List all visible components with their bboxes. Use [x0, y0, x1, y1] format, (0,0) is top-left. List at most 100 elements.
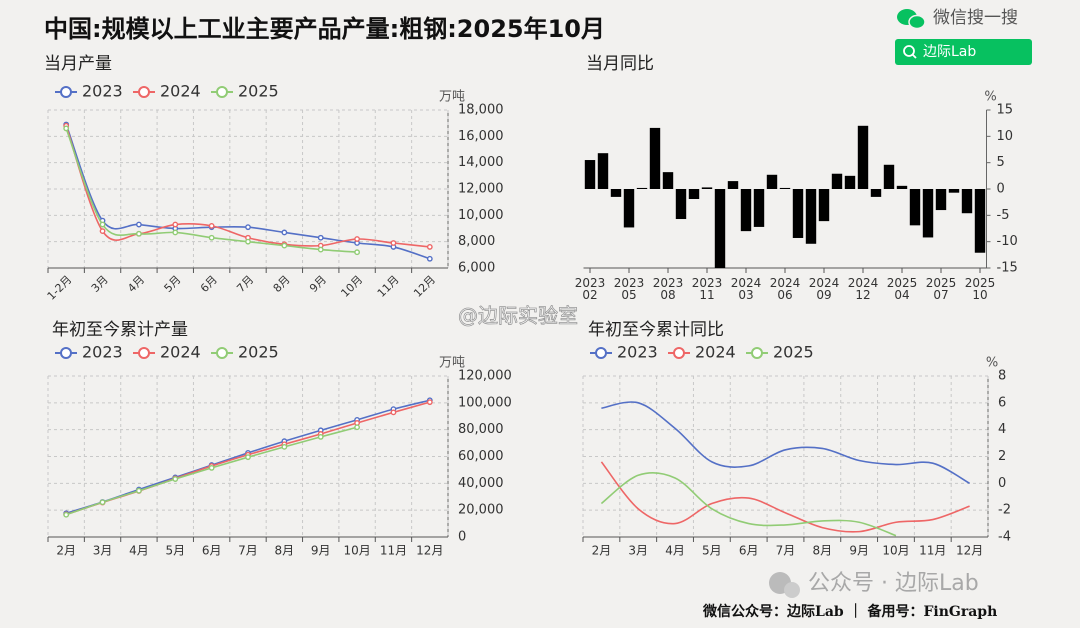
bar: [818, 189, 830, 222]
watermark-icon: [769, 572, 800, 598]
x-tick-label: 8月: [812, 544, 832, 558]
point: [208, 234, 215, 241]
chart-title: 当月同比: [586, 54, 654, 74]
legend-label: 2023: [82, 343, 123, 362]
x-tick-label: 12月: [411, 273, 438, 300]
point: [99, 228, 106, 235]
point: [317, 246, 324, 253]
x-tick-label: 4月: [665, 544, 685, 558]
point: [99, 499, 106, 506]
y-tick-label: -15: [997, 261, 1018, 276]
y-axis-unit: %: [984, 90, 996, 105]
x-tick-label: 10月: [343, 544, 370, 558]
x-tick-label: 6月: [198, 273, 220, 295]
point: [172, 476, 179, 482]
search-button-label[interactable]: 边际Lab: [923, 44, 976, 60]
legend-label: 2024: [160, 343, 201, 362]
legend-swatch: [60, 86, 72, 98]
x-tick-label: 5月: [165, 544, 185, 558]
x-tick-label: 8月: [271, 273, 293, 295]
bar: [974, 189, 986, 253]
legend-swatch: [673, 347, 685, 359]
x-tick-label: 2023 08: [652, 276, 684, 302]
point: [390, 240, 397, 246]
x-tick-label: 7月: [234, 273, 256, 295]
series-line: [600, 461, 970, 533]
x-tick-label: 9月: [849, 544, 869, 558]
x-tick-label: 4月: [125, 273, 147, 295]
x-tick-label: 1-2月: [45, 273, 75, 303]
bar: [831, 173, 843, 189]
x-tick-label: 2024 12: [847, 276, 879, 302]
y-tick-label: 60,000: [458, 449, 504, 464]
point: [281, 229, 288, 236]
point: [245, 224, 251, 231]
y-tick-label: -4: [998, 530, 1011, 545]
y-axis-unit: 万吨: [439, 90, 465, 105]
bar: [922, 189, 934, 238]
bar: [649, 127, 661, 189]
bar: [675, 189, 687, 220]
x-tick-label: 5月: [702, 544, 722, 558]
series-line: [65, 426, 358, 516]
legend-label: 2023: [617, 343, 658, 362]
y-tick-label: 8,000: [458, 234, 495, 249]
point: [317, 434, 324, 440]
point: [136, 487, 142, 494]
legend-label: 2024: [695, 343, 736, 362]
legend-label: 2024: [160, 82, 201, 101]
legend-swatch: [60, 347, 72, 359]
y-tick-label: 6,000: [458, 261, 495, 276]
search-icon: [903, 45, 915, 57]
x-tick-label: 3月: [628, 544, 648, 558]
bar: [948, 189, 960, 193]
point: [245, 238, 251, 245]
legend-swatch: [138, 86, 150, 98]
wechat-icon: [897, 9, 926, 30]
bar: [909, 189, 921, 226]
legend-label: 2025: [238, 82, 279, 101]
y-tick-label: 5: [997, 155, 1005, 170]
point: [136, 230, 142, 237]
x-tick-label: 4月: [129, 544, 149, 558]
x-tick-label: 11月: [380, 544, 407, 558]
y-tick-label: -2: [998, 503, 1011, 518]
chart-title: 年初至今累计产量: [52, 320, 188, 340]
y-tick-label: 10,000: [458, 208, 504, 223]
y-tick-label: 0: [997, 182, 1005, 197]
point: [63, 125, 70, 132]
legend-swatch: [138, 347, 150, 359]
y-tick-label: 14,000: [458, 155, 504, 170]
legend-swatch: [595, 347, 607, 359]
series-line: [601, 401, 970, 485]
x-tick-label: 5月: [162, 273, 184, 295]
x-tick-label: 10月: [882, 544, 909, 558]
point: [99, 221, 106, 228]
x-tick-label: 7月: [238, 544, 258, 558]
legend-swatch: [216, 347, 228, 359]
chart-title: 当月产量: [44, 54, 112, 74]
bar: [935, 189, 947, 211]
bar: [740, 189, 752, 232]
x-tick-label: 10月: [338, 273, 365, 300]
y-tick-label: 10: [997, 129, 1014, 144]
y-tick-label: 2: [998, 449, 1006, 464]
x-tick-label: 2024 06: [769, 276, 801, 302]
point: [172, 229, 179, 236]
point: [281, 242, 288, 249]
x-tick-label: 2月: [592, 544, 612, 558]
search-button[interactable]: [895, 39, 1032, 65]
page-title: 中国:规模以上工业主要产品产量:粗钢:2025年10月: [44, 15, 605, 43]
point: [245, 454, 251, 461]
x-tick-label: 3月: [93, 544, 113, 558]
bar: [597, 153, 609, 189]
y-tick-label: 16,000: [458, 129, 504, 144]
bar: [857, 125, 869, 189]
point: [426, 244, 433, 250]
y-tick-label: 120,000: [458, 369, 512, 384]
y-tick-label: 40,000: [458, 476, 504, 491]
legend-swatch: [751, 347, 763, 359]
y-tick-label: -5: [997, 208, 1010, 223]
